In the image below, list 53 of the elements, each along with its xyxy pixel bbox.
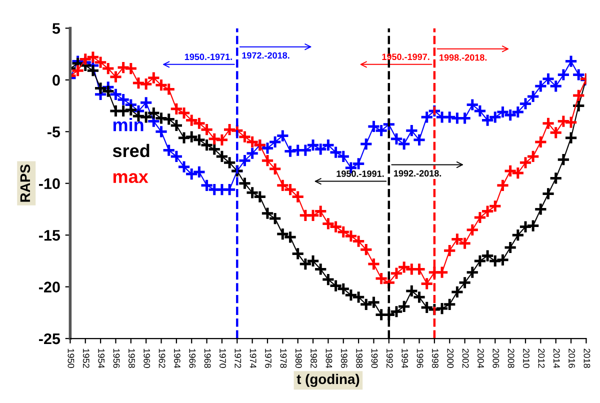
series-label: sred — [112, 144, 150, 158]
y-tick-label: -25 — [38, 333, 60, 344]
annotation: 1950.-1991. — [336, 170, 384, 177]
x-tick-label: 1986 — [340, 348, 348, 368]
x-tick-label: 1972 — [234, 348, 242, 368]
y-tick-label: -5 — [47, 126, 60, 138]
x-tick-label: 2006 — [492, 348, 500, 368]
y-tick-label: -15 — [38, 230, 60, 241]
annotation: 1950.-1997. — [382, 54, 430, 60]
x-tick-label: 1962 — [158, 348, 166, 368]
x-tick-label: 1982 — [310, 348, 317, 368]
series-label: min — [113, 118, 144, 132]
annotation: 1998.-2018. — [440, 54, 487, 61]
x-tick-label: 1952 — [82, 348, 90, 368]
x-tick-label: 2010 — [523, 348, 530, 368]
x-tick-label: 1950 — [68, 348, 74, 368]
x-tick-label: 1970 — [220, 348, 226, 368]
x-tick-label: 1964 — [174, 348, 180, 368]
x-tick-label: 2018 — [584, 348, 590, 368]
x-tick-label: 1988 — [356, 348, 363, 368]
y-tick-label: -20 — [38, 282, 60, 292]
x-tick-label: 1960 — [144, 348, 150, 368]
x-tick-label: 1954 — [98, 348, 105, 368]
annotation: 1972.-2018. — [242, 52, 290, 59]
y-axis-title: RAPS — [20, 164, 30, 202]
x-tick-label: 2012 — [538, 348, 545, 368]
text: max — [113, 173, 148, 184]
x-axis-title: t (godina) — [296, 374, 360, 387]
x-tick-label: 1966 — [189, 348, 196, 368]
x-tick-label: 1994 — [402, 348, 408, 368]
x-tick-label: 2002 — [462, 348, 469, 368]
x-tick-label: 1980 — [295, 348, 302, 368]
x-tick-label: 1976 — [265, 348, 272, 368]
x-tick-label: 1996 — [416, 348, 424, 368]
x-tick-label: 1968 — [204, 348, 211, 368]
x-tick-label: 2008 — [508, 348, 514, 368]
x-tick-label: 1974 — [250, 348, 256, 368]
y-tick-label: 5 — [52, 23, 60, 34]
y-tick-label: -10 — [38, 178, 60, 190]
x-tick-label: 1958 — [128, 348, 135, 368]
x-tick-label: 1956 — [113, 348, 120, 368]
y-tick-label: 0 — [52, 74, 60, 86]
x-tick-label: 1978 — [280, 348, 287, 368]
x-tick-label: 1992 — [386, 348, 393, 368]
x-tick-label: 2000 — [447, 348, 454, 368]
x-tick-label: 1984 — [326, 348, 332, 368]
x-tick-label: 2014 — [553, 348, 560, 368]
annotation: 1992.-2018. — [394, 170, 442, 177]
x-tick-label: 1998 — [432, 348, 438, 368]
annotation: 1950.-1971. — [184, 54, 232, 60]
x-tick-label: 2004 — [478, 348, 484, 368]
x-tick-label: 2016 — [568, 348, 575, 368]
x-tick-label: 1990 — [371, 348, 378, 368]
